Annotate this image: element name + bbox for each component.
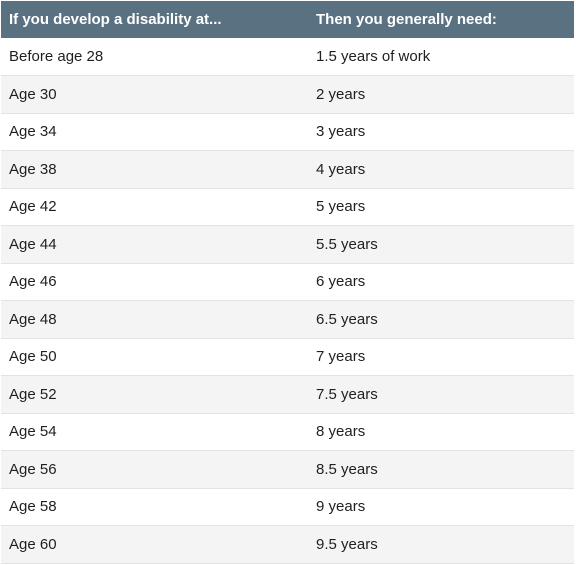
age-cell: Age 54 (9, 423, 57, 441)
work-needed-cell: 6.5 years (316, 310, 378, 328)
work-needed-cell: 8 years (316, 423, 366, 441)
age-cell: Age 30 (9, 85, 57, 103)
work-needed-cell: 9.5 years (316, 535, 378, 553)
work-needed-cell: 7 years (316, 348, 366, 366)
age-cell: Age 56 (9, 460, 57, 478)
table-row: Age 30 2 years (1, 75, 574, 113)
age-cell: Age 50 (9, 348, 57, 366)
table-row: Age 60 9.5 years (1, 525, 574, 563)
work-needed-cell: 5 years (316, 198, 366, 216)
age-cell: Age 46 (9, 273, 57, 291)
work-needed-cell: 3 years (316, 123, 366, 141)
work-needed-cell: 6 years (316, 273, 366, 291)
age-cell: Age 38 (9, 160, 57, 178)
table-row: Before age 28 1.5 years of work (1, 38, 574, 76)
work-needed-cell: 9 years (316, 498, 366, 516)
age-cell: Age 34 (9, 123, 57, 141)
age-cell: Age 48 (9, 310, 57, 328)
work-needed-cell: 4 years (316, 160, 366, 178)
age-cell: Age 60 (9, 535, 57, 553)
age-cell: Age 58 (9, 498, 57, 516)
age-cell: Age 42 (9, 198, 57, 216)
table-row: Age 38 4 years (1, 150, 574, 188)
table-row: Age 50 7 years (1, 338, 574, 376)
table-row: Age 56 8.5 years (1, 450, 574, 488)
table-header: If you develop a disability at... Then y… (1, 1, 574, 38)
header-disability-age: If you develop a disability at... (9, 11, 222, 28)
work-needed-cell: 2 years (316, 85, 366, 103)
header-row: If you develop a disability at... Then y… (1, 1, 574, 38)
age-cell: Age 44 (9, 235, 57, 253)
table-row: Age 54 8 years (1, 413, 574, 451)
table-row: Age 52 7.5 years (1, 375, 574, 413)
table-row: Age 58 9 years (1, 488, 574, 526)
header-work-needed: Then you generally need: (316, 11, 497, 28)
work-needed-cell: 8.5 years (316, 460, 378, 478)
work-needed-cell: 1.5 years of work (316, 48, 431, 65)
work-needed-cell: 7.5 years (316, 385, 378, 403)
table-body: Before age 28 1.5 years of work Age 30 2… (1, 38, 574, 563)
table-row: Age 44 5.5 years (1, 225, 574, 263)
table-row: Age 46 6 years (1, 263, 574, 301)
work-needed-cell: 5.5 years (316, 235, 378, 253)
table-row: Age 34 3 years (1, 113, 574, 151)
table-row: Age 48 6.5 years (1, 300, 574, 338)
age-cell: Age 52 (9, 385, 57, 403)
table-row: Age 42 5 years (1, 188, 574, 226)
age-cell: Before age 28 (9, 48, 104, 65)
